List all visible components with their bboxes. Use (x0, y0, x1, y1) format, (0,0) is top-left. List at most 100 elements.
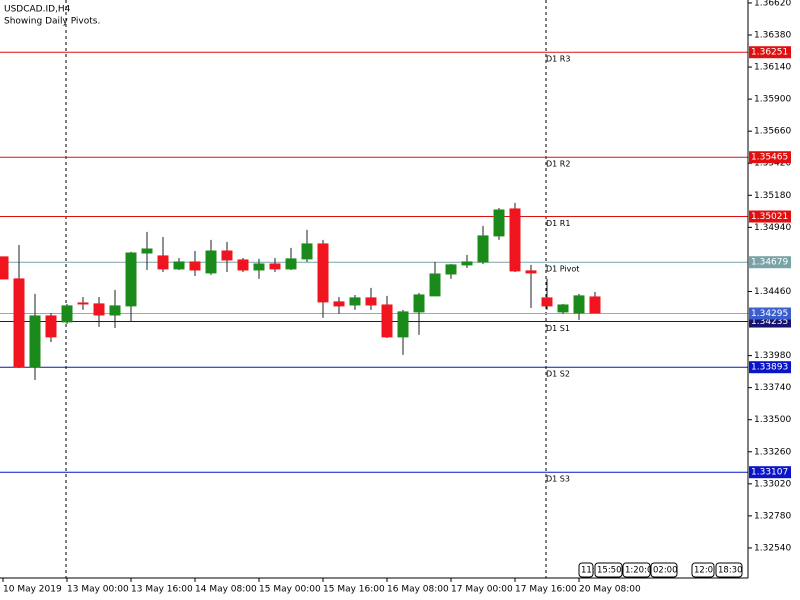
candle-body (429, 273, 441, 297)
candle-body (525, 270, 537, 274)
pivot-name: D1 R3 (546, 55, 570, 64)
pivot-name: D1 R1 (546, 219, 570, 228)
x-tick-label: 17 May 16:00 (515, 585, 577, 595)
candle-body (237, 259, 249, 271)
x-tick-label: 13 May 00:00 (67, 585, 129, 595)
y-tick-label: 1.34460 (754, 287, 791, 297)
x-tick-label: 15 May 16:00 (323, 585, 385, 595)
candle-body (93, 303, 105, 316)
y-tick-label: 1.33020 (754, 479, 791, 489)
price-badge (749, 46, 791, 59)
candle-body (589, 296, 601, 314)
price-badge (749, 307, 791, 320)
y-tick-label: 1.35660 (754, 127, 791, 137)
y-tick-label: 1.36620 (754, 0, 791, 8)
separators (65, 0, 547, 578)
candle-body (333, 301, 345, 307)
chart-title: USDCAD.ID,H4 (4, 5, 71, 15)
time-box (594, 562, 623, 578)
candle-body (221, 250, 233, 261)
y-tick-label: 1.33740 (754, 383, 791, 393)
x-tick-label: 16 May 08:00 (387, 585, 449, 595)
y-tick-label: 1.36380 (754, 30, 791, 40)
time-box-label: 12:0 (694, 566, 713, 576)
candle-body (317, 243, 329, 303)
price-badge (749, 466, 791, 479)
plot: D1 R3 D1 R2 D1 R1 D1 Pivot D1 S1 D1 S2 D1 S3 (0, 51, 748, 484)
y-tick-label: 1.35420 (754, 159, 791, 169)
y-tick-label: 1.32540 (754, 543, 791, 553)
chart-subtitle: Showing Daily Pivots. (4, 17, 100, 27)
candle-body (29, 315, 41, 368)
y-tick-label: 1.33260 (754, 447, 791, 457)
candle-body (493, 209, 505, 237)
price-badge-label: 1.34679 (751, 258, 788, 268)
time-box (622, 562, 651, 578)
candle-body (0, 256, 9, 280)
candle-body (397, 311, 409, 338)
candle-body (573, 295, 585, 314)
candle-body (477, 235, 489, 263)
y-tick-label: 1.35900 (754, 95, 791, 105)
price-badge-label: 1.34235 (751, 317, 788, 327)
y-tick-label: 1.32780 (754, 511, 791, 521)
y-tick-label: 1.34940 (754, 223, 791, 233)
pivot-name: D1 S2 (546, 370, 570, 379)
x-tick-label: 13 May 16:00 (131, 585, 193, 595)
candle-body (125, 252, 137, 307)
time-box-label: 11: (581, 566, 595, 576)
pivot-name: D1 S3 (546, 475, 570, 484)
candle-body (269, 263, 281, 270)
price-badge-label: 1.34295 (751, 309, 788, 319)
candle-body (381, 304, 393, 338)
candle-body (61, 305, 73, 323)
candle-body (509, 208, 521, 272)
price-badge-label: 1.33893 (751, 363, 788, 373)
price-badge (749, 361, 791, 374)
price-badge (749, 151, 791, 164)
time-box (691, 562, 715, 578)
pivot-name: D1 S1 (546, 324, 570, 333)
price-badge-label: 1.35465 (751, 153, 788, 163)
y-tick-label: 1.33500 (754, 415, 791, 425)
candle-body (77, 302, 89, 305)
price-badge-label: 1.33107 (751, 468, 788, 478)
price-badge (749, 256, 791, 269)
candle-body (349, 297, 361, 306)
price-badge-label: 1.35021 (751, 212, 788, 222)
x-tick-label: 17 May 00:00 (451, 585, 513, 595)
candle-body (365, 297, 377, 306)
candle-body (445, 264, 457, 275)
candle-body (205, 250, 217, 274)
candle-body (141, 248, 153, 254)
price-badge (749, 210, 791, 223)
time-box-label: 18:30 (718, 566, 743, 576)
pivot-name: D1 Pivot (546, 265, 579, 274)
x-tick-label: 10 May 2019 (3, 585, 62, 595)
candle-body (253, 263, 265, 271)
time-box-label: 1:20:05 (625, 566, 658, 576)
candle-body (173, 261, 185, 270)
price-badge-label: 1.36251 (751, 48, 788, 58)
x-tick-label: 20 May 08:00 (579, 585, 641, 595)
time-box (715, 562, 743, 578)
candle-body (13, 278, 25, 368)
candle-body (301, 243, 313, 260)
candle-body (413, 294, 425, 313)
time-box (650, 562, 678, 578)
candle-body (557, 304, 569, 313)
candle-body (541, 297, 553, 307)
pivot-name: D1 R2 (546, 160, 570, 169)
time-box-label: 15:50 (597, 566, 622, 576)
candle-body (461, 261, 473, 266)
x-tick-label: 14 May 08:00 (195, 585, 257, 595)
time-box-label: 02:00 (653, 566, 678, 576)
y-tick-label: 1.35180 (754, 191, 791, 201)
candle-body (189, 261, 201, 271)
y-tick-label: 1.36140 (754, 63, 791, 73)
candle-body (109, 305, 121, 316)
x-tick-label: 15 May 00:00 (259, 585, 321, 595)
time-box (578, 562, 594, 578)
